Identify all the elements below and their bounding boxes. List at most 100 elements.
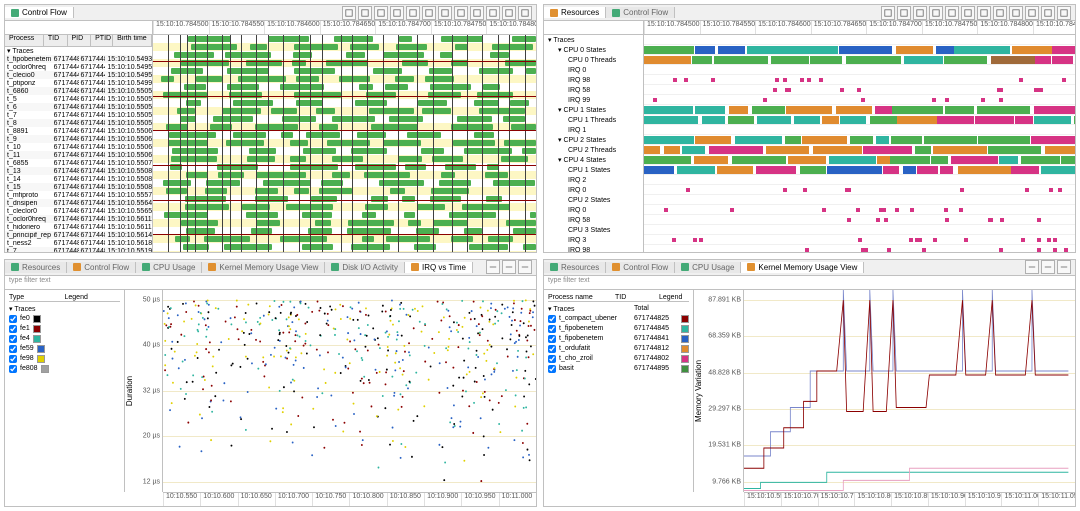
expand-button[interactable] [1041,6,1055,20]
legend-item[interactable]: fe808 [9,364,120,374]
resource-row-label[interactable]: ▾ CPU 1 States [544,105,643,115]
menu-button[interactable] [1025,260,1039,274]
process-row[interactable]: t_967174489167174489115:10:10.550625 [5,135,152,143]
process-row[interactable]: t_hidoriero67174485767174485715:10:10.56… [5,223,152,231]
legend-item[interactable]: fe59 [9,344,120,354]
home-button[interactable] [881,6,895,20]
tab-kernel-memory-usage-view[interactable]: Kernel Memory Usage View [741,262,864,273]
resource-row-label[interactable]: CPU 1 States [544,165,643,175]
expand-button[interactable] [502,6,516,20]
process-row[interactable]: t_mfiproto67174485567174485515:10:10.555… [5,191,152,199]
left-button[interactable] [929,6,943,20]
resource-row-label[interactable]: CPU 2 Threads [544,145,643,155]
pin-button[interactable] [977,6,991,20]
resource-row-label[interactable]: IRQ 98 [544,75,643,85]
min-button[interactable] [502,260,516,274]
resource-row-label[interactable]: IRQ 98 [544,245,643,252]
process-row[interactable]: t_clecio067174445567174445515:10:10.5495… [5,71,152,79]
min-button[interactable] [1041,260,1055,274]
resource-row-label[interactable]: CPU 3 States [544,225,643,235]
filter-button[interactable] [961,6,975,20]
left-button[interactable] [390,6,404,20]
legend-checkbox[interactable] [9,345,17,353]
tab-disk-i-o-activity[interactable]: Disk I/O Activity [325,262,405,273]
legend-checkbox[interactable] [548,355,556,363]
resource-row-label[interactable]: IRQ 0 [544,65,643,75]
legend-item[interactable]: basit671744895 [548,364,689,374]
legend-item[interactable]: t_fipobenetem671744841 [548,334,689,344]
tab-cpu-usage[interactable]: CPU Usage [675,262,741,273]
process-row[interactable]: t_667174489667174489615:10:10.550555 [5,103,152,111]
column-header[interactable]: PTID [91,35,113,46]
max-button[interactable] [518,260,532,274]
legend-checkbox[interactable] [548,315,556,323]
process-row[interactable]: t_1567174489867174489815:10:10.550870 [5,183,152,191]
legend-item[interactable]: t_compact_ubener671744825 [548,314,689,324]
column-header[interactable]: Process [5,35,44,46]
process-row[interactable]: t_867174488867174488615:10:10.550596 [5,119,152,127]
tab-resources[interactable]: Resources [5,262,67,273]
tab-control-flow[interactable]: Control Flow [606,7,675,18]
legend-checkbox[interactable] [548,365,556,373]
menu-button[interactable] [1057,6,1071,20]
resource-row-label[interactable]: IRQ 99 [544,95,643,105]
home-button[interactable] [342,6,356,20]
filter-button[interactable] [422,6,436,20]
process-row[interactable]: t_cleclor067174482967174482915:10:10.556… [5,207,152,215]
process-row[interactable]: t_685567174487567174487515:10:10.550700 [5,159,152,167]
follow-button[interactable] [470,6,484,20]
scatter-plot[interactable] [163,290,536,493]
process-tree[interactable]: ProcessTIDPIDPTIDBirth time ▾ Traces t_f… [5,35,153,252]
max-button[interactable] [1057,260,1071,274]
resource-row-label[interactable]: IRQ 2 [544,175,643,185]
tab-kernel-memory-usage-view[interactable]: Kernel Memory Usage View [202,262,325,273]
process-row[interactable]: t_oclor0hreq67174484067174484015:10:10.5… [5,215,152,223]
gantt-chart[interactable] [153,35,536,252]
resource-row-label[interactable]: CPU 1 Threads [544,115,643,125]
legend-item[interactable]: t_ordufatit671744812 [548,344,689,354]
legend-item[interactable]: t_fipobenetem671744845 [548,324,689,334]
column-header[interactable]: PID [68,35,92,46]
zoom-out-button[interactable] [374,6,388,20]
process-row[interactable]: t_567174488867174488815:10:10.550551 [5,95,152,103]
tab-control-flow[interactable]: Control Flow [5,7,74,18]
tab-resources[interactable]: Resources [544,262,606,273]
legend-checkbox[interactable] [9,315,17,323]
legend-item[interactable]: ▾ TracesTotal [548,304,689,314]
resource-row-label[interactable]: IRQ 58 [544,215,643,225]
line-plot[interactable] [744,290,1075,493]
menu-button[interactable] [486,260,500,274]
tab-cpu-usage[interactable]: CPU Usage [136,262,202,273]
legend-checkbox[interactable] [9,365,17,373]
resource-row-label[interactable]: IRQ 58 [544,85,643,95]
process-row[interactable]: t_dnsipen67174481467174481415:10:10.5564… [5,199,152,207]
process-row[interactable]: t_1467174489667174489615:10:10.550870 [5,175,152,183]
legend-item[interactable]: ▾ Traces [9,304,120,314]
resource-row-label[interactable]: IRQ 0 [544,185,643,195]
process-row[interactable]: t_1167174489367174489315:10:10.550670 [5,151,152,159]
zoom-out-button[interactable] [913,6,927,20]
right-button[interactable] [406,6,420,20]
filter-input[interactable]: type filter text [9,277,51,284]
legend-item[interactable]: fe4 [9,334,120,344]
tab-control-flow[interactable]: Control Flow [606,262,675,273]
resource-row-label[interactable]: ▾ CPU 2 States [544,135,643,145]
resource-row-label[interactable]: IRQ 0 [544,205,643,215]
resources-timeline[interactable] [644,35,1075,252]
legend-checkbox[interactable] [9,355,17,363]
column-header[interactable]: TID [44,35,68,46]
legend-item[interactable]: fe0 [9,314,120,324]
tab-control-flow[interactable]: Control Flow [67,262,136,273]
right-button[interactable] [945,6,959,20]
legend-checkbox[interactable] [548,325,556,333]
process-row[interactable]: t_1367174489567174489515:10:10.550810 [5,167,152,175]
menu-button[interactable] [518,6,532,20]
highlight-button[interactable] [454,6,468,20]
follow-button[interactable] [1009,6,1023,20]
zoom-in-button[interactable] [358,6,372,20]
process-row[interactable]: t_ptiponz67174485967174485715:10:10.5499… [5,79,152,87]
legend-checkbox[interactable] [9,335,17,343]
highlight-button[interactable] [993,6,1007,20]
pin-button[interactable] [438,6,452,20]
process-row[interactable]: t_1067174489267174489215:10:10.550630 [5,143,152,151]
